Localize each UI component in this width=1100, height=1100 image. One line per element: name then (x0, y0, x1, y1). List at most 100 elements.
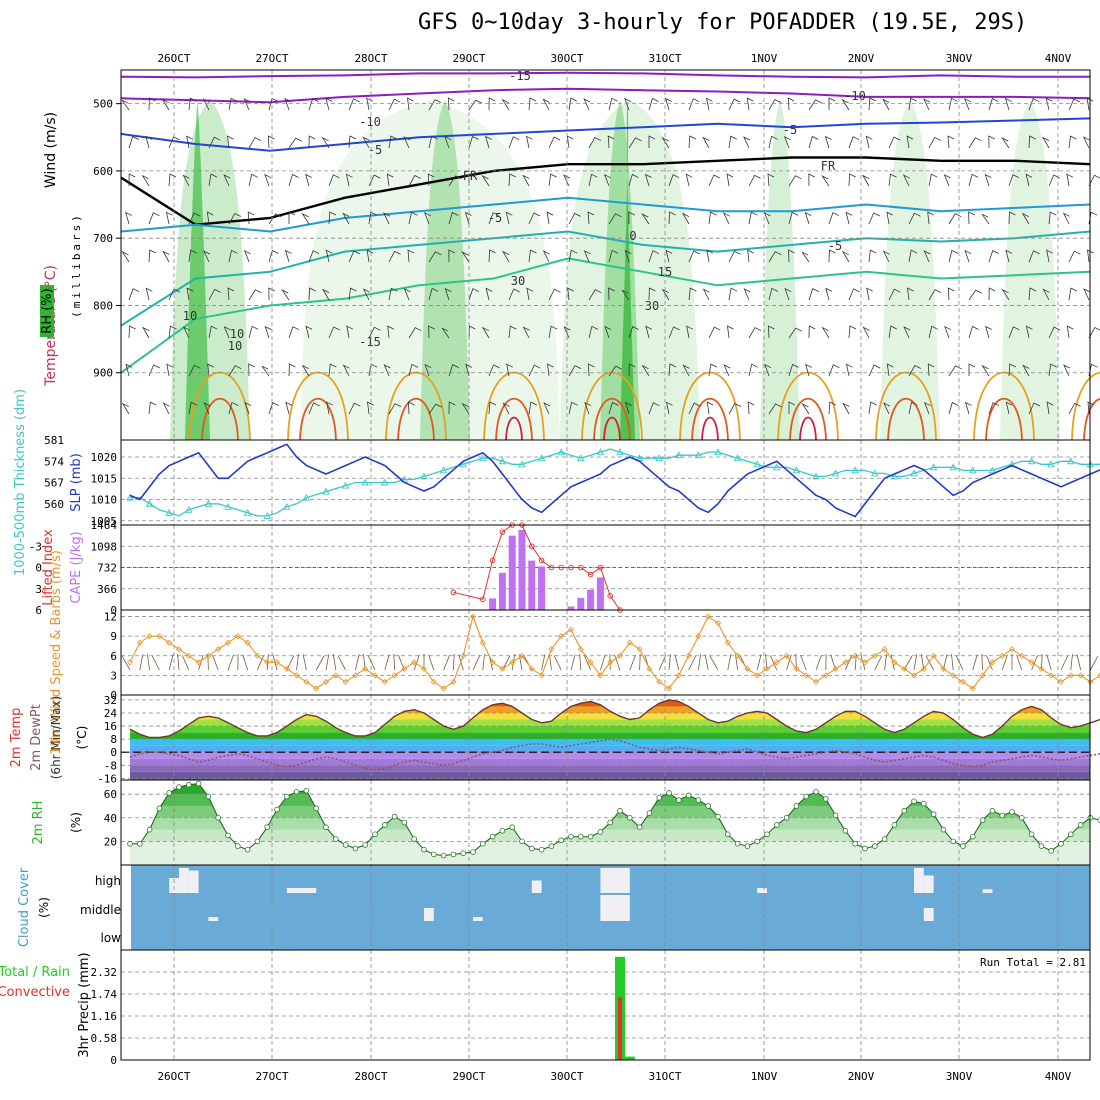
wind-barb (943, 174, 951, 187)
cloud-level-label-low: low (101, 931, 122, 945)
wind-barb-10m (845, 655, 853, 671)
wind-barb (1028, 402, 1041, 415)
wind-barb-10m (769, 655, 778, 671)
contour-label: FR (821, 159, 836, 173)
wind-barb (284, 249, 292, 263)
thickness-marker (224, 502, 232, 510)
wind-barb (1088, 326, 1100, 339)
wind-barb (1082, 136, 1090, 149)
wind-barb (548, 136, 561, 149)
rh-point (342, 842, 349, 848)
wind-barb (268, 97, 279, 111)
lifted-index-point (587, 571, 594, 578)
wind-speed-point (136, 639, 143, 646)
wind-barb (268, 213, 282, 225)
wind-speed-point (656, 678, 663, 685)
cape-tick-label: 1098 (91, 540, 118, 553)
wind-speed-point (930, 652, 937, 659)
wind-barb (208, 288, 221, 301)
wind-speed-point (577, 646, 584, 653)
wind-barb (485, 287, 493, 301)
wind-barb (1068, 135, 1077, 149)
thickness-marker (518, 460, 526, 468)
rh-point (225, 832, 231, 839)
wind-barb-10m (800, 654, 807, 671)
wind-barb-10m (332, 654, 337, 671)
wind-barb (728, 98, 741, 111)
wind-barb-10m (600, 654, 606, 671)
cape-bar (596, 577, 604, 610)
wind-barb (542, 250, 550, 263)
thickness-marker (792, 466, 801, 474)
temp-tick-label: 32 (104, 694, 117, 707)
rh-point (176, 784, 182, 790)
thickness-marker (753, 460, 761, 468)
wind-barb (186, 287, 194, 301)
warm-isotherm (593, 397, 631, 441)
thickness-axis-label: 1000-500mb Thickness (dm) (13, 389, 28, 576)
wind-barb (788, 211, 799, 225)
wind-barb (668, 363, 677, 377)
wind-barb (464, 211, 472, 225)
thickness-line (130, 448, 1100, 517)
wind-barb (387, 325, 394, 339)
rh-point (852, 840, 858, 847)
wind-barb (968, 173, 979, 187)
wind-barb-10m (355, 654, 360, 671)
wind-speed-point (371, 672, 379, 679)
rh-point (734, 840, 741, 847)
wind-speed-point (705, 613, 712, 620)
rh-point (813, 789, 819, 795)
wind-barb (388, 135, 398, 149)
contour-label: 0 (629, 229, 636, 243)
wind-speed-point (607, 659, 614, 666)
wind-barb (883, 402, 891, 415)
wind-barb (665, 401, 673, 415)
bottom-date-label-2NOV: 2NOV (848, 1070, 875, 1083)
wind-barb (568, 97, 578, 111)
wind-barb (648, 135, 656, 148)
precip-frame (120, 949, 1091, 1061)
wind-barb-10m (629, 654, 636, 671)
wind-barb-10m (639, 653, 641, 671)
wind-tick-label: 0 (110, 689, 117, 702)
wind-barb (465, 363, 473, 377)
wind-barb (828, 212, 840, 225)
wind-barb (927, 211, 934, 225)
wind-barb-10m (786, 654, 792, 671)
wind-barb-10m (337, 655, 346, 671)
wind-speed-point (852, 652, 859, 659)
wind-barb (841, 250, 850, 263)
upper-air-panel: -15-10-10-5-5FRFR-5-5015-151010303010500… (40, 69, 1100, 441)
wind-barb (708, 363, 718, 377)
wind-barb (424, 363, 432, 377)
wind-barb (1062, 212, 1070, 225)
wind-barb-10m (147, 654, 150, 671)
thickness-marker (675, 451, 683, 459)
rh-point (871, 843, 878, 849)
slp-tick-label: 1020 (91, 451, 118, 464)
wind-barb (427, 173, 435, 187)
wind-speed-point (950, 672, 957, 679)
wind-speed-point (126, 659, 134, 666)
wind-barb (964, 401, 972, 415)
wind-barb (1066, 173, 1074, 187)
wind-barb (1063, 364, 1071, 377)
wind-barb (508, 325, 517, 339)
wind-barb (587, 363, 595, 377)
wind-barb (161, 98, 170, 111)
rh-point (881, 836, 888, 842)
rh-point (960, 843, 966, 849)
temp-band (130, 719, 1090, 727)
rh-point (509, 824, 516, 831)
rh-band (130, 794, 1090, 806)
top-date-label-30OCT: 30OCT (550, 52, 583, 65)
wind-barb (243, 98, 251, 111)
thickness-tick-label: 567 (44, 477, 64, 490)
wind-barb (125, 363, 133, 377)
wind-barb (763, 212, 771, 225)
wind-barb (981, 213, 990, 225)
rh-point (754, 838, 760, 845)
wind-barb (501, 98, 510, 111)
wind-barb (563, 326, 571, 339)
